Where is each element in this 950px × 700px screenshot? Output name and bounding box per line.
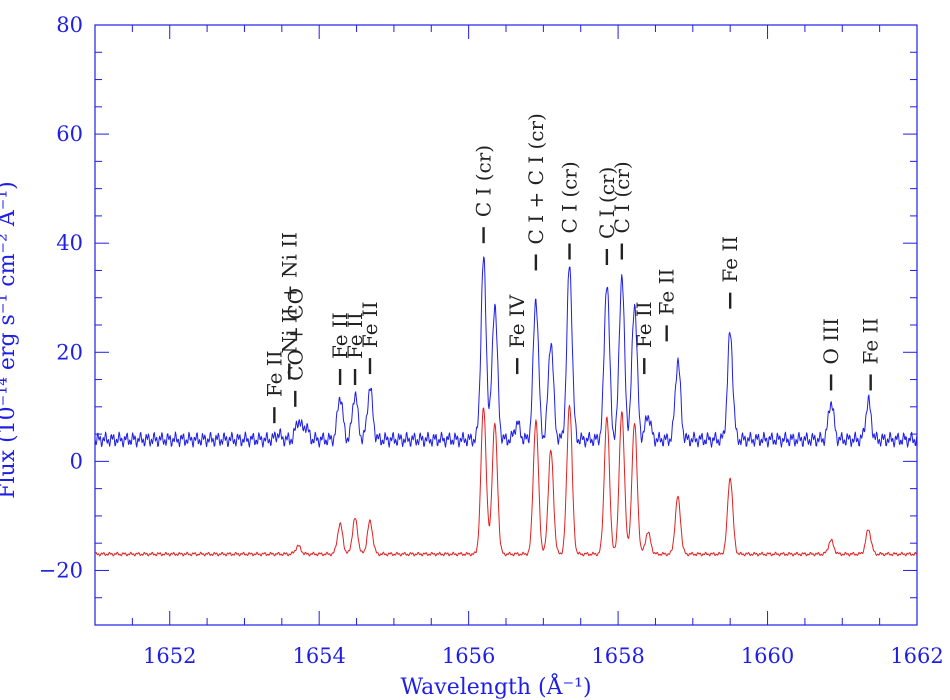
blue-spectrum-line <box>94 256 918 448</box>
annotation-label: C I + C I (cr) <box>524 113 548 244</box>
annotation-label: C I (cr) <box>558 161 582 233</box>
red-spectrum-line <box>94 404 917 557</box>
series-layer <box>94 256 918 557</box>
x-axis-label: Wavelength (Å⁻¹) <box>400 672 591 700</box>
annotation-label: Ni II + Ni II <box>277 232 301 354</box>
annotation-label: Fe II <box>655 269 679 316</box>
y-tick-label: 60 <box>56 122 83 146</box>
x-tick-label: 1658 <box>591 644 644 668</box>
annotation-label: CO + CO <box>283 288 307 381</box>
annotation-label: Fe II <box>262 350 286 397</box>
x-tick-label: 1652 <box>143 644 196 668</box>
y-axis: −20 0 20 40 60 80 <box>39 13 917 626</box>
annotation-label: Fe II <box>358 301 382 348</box>
annotation-label: O III <box>819 318 843 364</box>
y-axis-label: Flux (10⁻¹⁴ erg s⁻¹ cm⁻² Å⁻¹) <box>0 181 20 499</box>
annotation-label: Fe IV <box>505 294 529 348</box>
annotation-label: Fe II <box>343 312 367 359</box>
y-tick-label: −20 <box>39 558 83 582</box>
y-tick-label: 40 <box>56 231 83 255</box>
annotation-label: C I (cr) <box>472 145 496 217</box>
x-tick-label: 1654 <box>292 644 345 668</box>
annotation-label: C I (cr) <box>595 167 619 239</box>
annotation-label: Fe II <box>328 312 352 359</box>
x-tick-label: 1662 <box>890 644 943 668</box>
y-tick-label: 0 <box>70 449 83 473</box>
x-axis: 1652 1654 1656 1658 1660 1662 <box>94 25 944 668</box>
annotation-label: Fe II <box>859 318 883 365</box>
x-tick-label: 1660 <box>741 644 794 668</box>
annotation-label: C I (cr) <box>610 161 634 233</box>
annotation-label: Fe II <box>632 301 656 348</box>
y-tick-label: 80 <box>56 13 83 37</box>
y-tick-label: 20 <box>56 340 83 364</box>
x-tick-label: 1656 <box>442 644 495 668</box>
annotation-label: Fe II <box>718 236 742 283</box>
